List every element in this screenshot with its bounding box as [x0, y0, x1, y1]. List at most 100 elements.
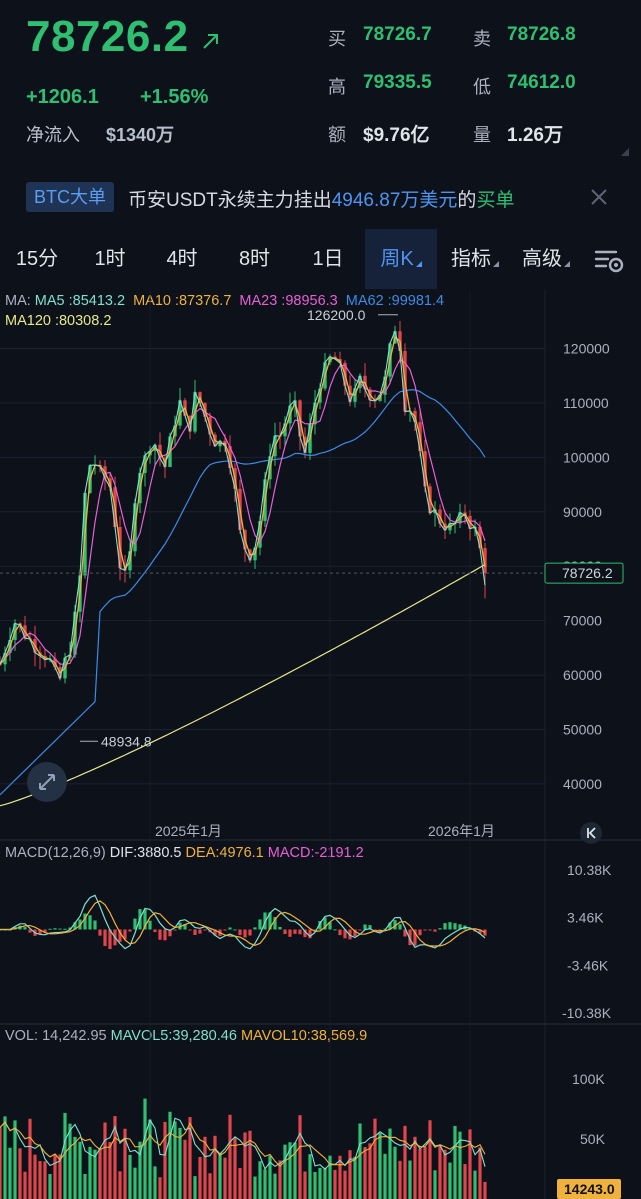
ma-legend-prefix: MA:: [5, 293, 31, 309]
macd-histogram-bar: [288, 929, 292, 937]
macd-histogram-bar: [198, 929, 202, 934]
macd-histogram-bar: [318, 921, 322, 930]
ma120-label: MA120:80308.2: [5, 313, 112, 329]
macd-histogram-bar: [98, 929, 102, 936]
volume-bar: [443, 1149, 447, 1199]
macd-histogram-bar: [413, 929, 417, 946]
expand-arrows-icon[interactable]: [27, 762, 67, 802]
tab-1d[interactable]: 1日: [291, 229, 365, 289]
tab-4h[interactable]: 4时: [146, 229, 218, 289]
volume-bar: [0, 1127, 2, 1199]
volume-bar: [118, 1171, 122, 1199]
tab-8h[interactable]: 8时: [218, 229, 291, 289]
volume-bar: [408, 1160, 412, 1199]
macd-histogram-bar: [388, 922, 392, 930]
macd-histogram-bar: [483, 929, 487, 936]
volume-bar: [228, 1114, 232, 1199]
macd-params: MACD(12,26,9): [5, 845, 106, 861]
volume-bar: [268, 1155, 272, 1199]
macd-histogram-bar: [348, 929, 352, 940]
tab-advanced[interactable]: 高级: [512, 229, 580, 289]
volume-bar: [23, 1171, 27, 1199]
macd-histogram-bar: [443, 923, 447, 930]
volume-bar: [138, 1141, 142, 1199]
volume-bar: [483, 1181, 487, 1199]
volume-bar: [263, 1169, 267, 1199]
macd-histogram-bar: [183, 924, 187, 930]
macd-histogram-bar: [408, 929, 412, 946]
macd-dif-line: [0, 894, 486, 950]
macd-histogram-bar: [438, 928, 442, 930]
volume-bar: [303, 1171, 307, 1199]
macd-histogram-bar: [213, 929, 217, 936]
volume-bar: [388, 1128, 392, 1199]
mavol10-value: MAVOL10:38,569.9: [240, 1028, 368, 1044]
volume-bar: [178, 1127, 182, 1199]
banner-text-mid: 的: [457, 190, 477, 211]
banner-message[interactable]: 币安USDT永续主力挂出4946.87万美元的买单: [128, 185, 514, 212]
ma-legend: MA: MA5:85413.2 MA10:87376.7 MA23:98956.3 MA…: [5, 291, 525, 331]
macd-histogram-bar: [228, 927, 232, 930]
tab-1h[interactable]: 1时: [74, 229, 146, 289]
tab-15m[interactable]: 15分: [0, 229, 74, 289]
volume-bar: [83, 1173, 87, 1199]
volume-bar: [378, 1133, 382, 1199]
volume-badge: [557, 1179, 621, 1199]
macd-dea-line: [0, 900, 486, 947]
volume-bar: [468, 1129, 472, 1199]
macd-dea: DEA:4976.1: [185, 845, 264, 861]
chart-settings-icon[interactable]: [592, 245, 626, 275]
macd-histogram-bar: [133, 918, 137, 930]
tab-indicators[interactable]: 指标: [441, 229, 509, 289]
dropdown-caret-icon: [493, 261, 499, 267]
macd-histogram-bar: [453, 923, 457, 930]
volume-bar: [153, 1166, 157, 1199]
banner-tag[interactable]: BTC大单: [26, 182, 114, 212]
macd-histogram-bar: [303, 929, 307, 938]
macd-dif: DIF:3880.5: [109, 845, 182, 861]
volume-bar: [238, 1167, 242, 1199]
gear-icon[interactable]: [618, 145, 632, 159]
volume-bar: [463, 1164, 467, 1199]
macd-histogram-bar: [243, 929, 247, 938]
macd-histogram-bar: [333, 929, 337, 931]
ma62-line: [0, 389, 486, 796]
volume-bar: [438, 1144, 442, 1199]
last-price: 78726.2: [26, 12, 189, 61]
banner-text-pre: 币安USDT永续主力挂出: [128, 190, 332, 211]
macd-histogram-bar: [478, 929, 482, 934]
ma120-value: 80308.2: [58, 313, 112, 329]
mavol5-value: MAVOL5:39,280.46: [110, 1028, 237, 1044]
volume-bar: [343, 1170, 347, 1199]
volume-bar: [258, 1161, 262, 1199]
volume-bar: [333, 1169, 337, 1199]
ma5-label: MA5:85413.2: [34, 293, 126, 309]
macd-tick-label: -10.38K: [562, 1005, 612, 1021]
macd-histogram-bar: [68, 927, 72, 930]
ma23-value: 98956.3: [285, 293, 338, 309]
volume-bar: [253, 1176, 257, 1199]
macd-histogram-bar: [73, 922, 77, 930]
volume-bar: [98, 1148, 102, 1199]
mavol10-line: [0, 1121, 486, 1167]
volume-bar: [213, 1135, 217, 1199]
volume-bar: [278, 1160, 282, 1199]
macd-tick-label: -3.46K: [567, 957, 609, 973]
jump-to-latest-icon[interactable]: [580, 822, 602, 844]
macd-legend: MACD(12,26,9) DIF:3880.5 DEA:4976.1 MACD…: [5, 845, 364, 861]
volume-bar: [128, 1154, 132, 1199]
macd-histogram-bar: [353, 929, 357, 937]
volume-bar: [368, 1143, 372, 1199]
ma5-name: MA5: [34, 293, 65, 309]
volume-bar: [448, 1162, 452, 1199]
macd-histogram-bar: [328, 922, 332, 930]
tab-label: 高级: [522, 248, 562, 270]
macd-histogram-bar: [188, 929, 192, 931]
tab-weekly[interactable]: 周K: [365, 229, 437, 289]
volume-bar: [78, 1141, 82, 1199]
ma120-name: MA120: [5, 313, 51, 329]
close-icon[interactable]: [588, 186, 610, 208]
macd-histogram-bar: [193, 929, 197, 936]
high-label: 高: [328, 77, 346, 97]
